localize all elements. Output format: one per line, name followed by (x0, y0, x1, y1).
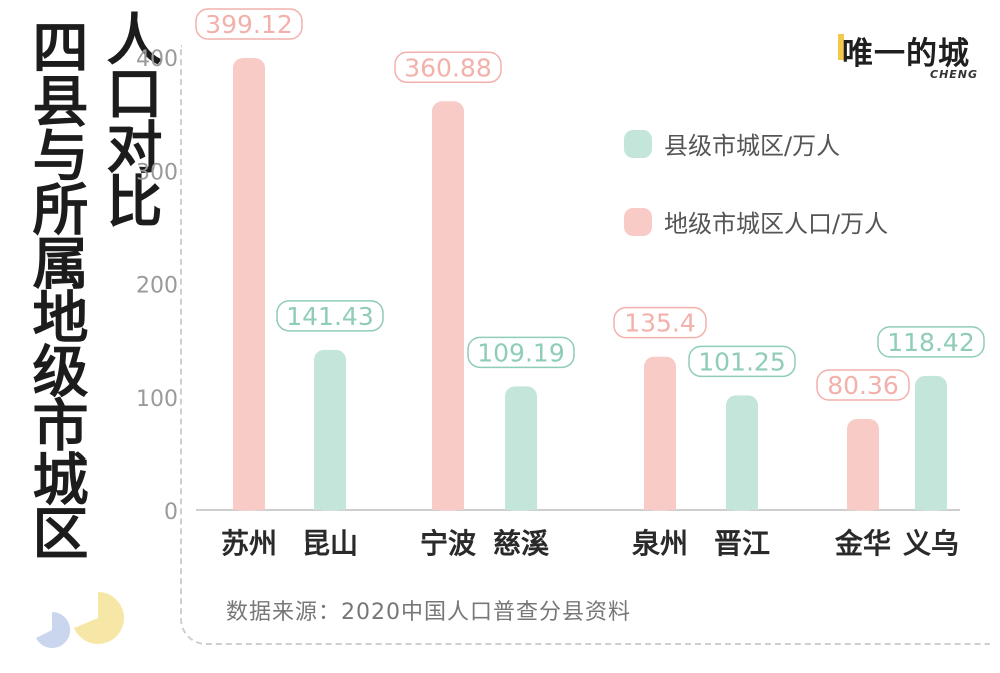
value-label-box-宁波 (394, 51, 502, 84)
bar-base-金华 (847, 498, 879, 510)
value-label-泉州: 135.4 (624, 309, 696, 338)
value-label-宁波: 360.88 (404, 53, 491, 82)
bar-义乌 (915, 375, 947, 511)
bar-base-昆山 (314, 498, 346, 510)
y-tick-label: 200 (136, 274, 178, 299)
yellow-circle-decoration (74, 592, 124, 644)
bar-晋江 (726, 395, 758, 511)
y-tick-label: 100 (136, 387, 178, 412)
bar-昆山 (314, 349, 346, 511)
legend-swatch-pink (624, 207, 652, 236)
value-label-box-昆山 (276, 300, 384, 332)
bar-慈溪 (505, 386, 537, 511)
blue-circle-decoration (36, 611, 71, 648)
value-label-义乌: 118.42 (887, 328, 974, 357)
category-label-宁波: 宁波 (420, 527, 477, 560)
category-label-昆山: 昆山 (302, 527, 358, 560)
value-label-box-慈溪 (467, 336, 575, 369)
bar-base-慈溪 (505, 498, 537, 510)
legend-item-county: 县级市城区/万人 (624, 126, 840, 161)
chart-frame (180, 45, 990, 645)
category-label-泉州: 泉州 (632, 527, 688, 560)
value-label-苏州: 399.12 (205, 10, 292, 39)
legend-label-county: 县级市城区/万人 (664, 132, 841, 160)
value-label-box-金华 (816, 369, 910, 401)
bar-base-义乌 (915, 498, 947, 510)
bar-base-泉州 (644, 498, 676, 510)
y-tick-label: 300 (136, 160, 178, 185)
legend-swatch-green (624, 129, 652, 158)
category-label-晋江: 晋江 (714, 527, 770, 560)
legend-item-prefecture: 地级市城区人口/万人 (624, 204, 888, 239)
value-label-昆山: 141.43 (286, 302, 373, 331)
bar-金华 (847, 418, 879, 511)
category-label-金华: 金华 (834, 527, 891, 560)
value-label-box-泉州 (613, 306, 707, 339)
bar-泉州 (644, 356, 676, 511)
y-tick-label: 0 (164, 500, 178, 525)
brand-accent-bar (838, 34, 844, 60)
bar-苏州 (233, 57, 265, 511)
value-label-金华: 80.36 (827, 371, 899, 400)
chart-title: 四县与所属地级市城区 (23, 18, 88, 558)
brand-logo: 唯一的城 (842, 36, 970, 72)
chart-subtitle: 人口对比 (97, 10, 162, 226)
category-label-慈溪: 慈溪 (493, 527, 550, 560)
value-label-box-晋江 (688, 345, 796, 378)
value-label-慈溪: 109.19 (477, 338, 564, 367)
category-label-义乌: 义乌 (903, 527, 959, 560)
bar-宁波 (432, 101, 464, 511)
bar-base-宁波 (432, 498, 464, 510)
category-label-苏州: 苏州 (221, 527, 277, 560)
data-source-note: 数据来源：2020中国人口普查分县资料 (226, 600, 631, 625)
value-label-晋江: 101.25 (698, 347, 785, 376)
legend-label-prefecture: 地级市城区人口/万人 (664, 210, 889, 238)
brand-subtitle: CHENG (930, 68, 979, 81)
value-label-box-苏州 (195, 8, 303, 40)
value-label-box-义乌 (877, 326, 985, 358)
bar-base-苏州 (233, 498, 265, 510)
decorative-circles (36, 592, 124, 648)
bar-base-晋江 (726, 498, 758, 510)
y-tick-label: 400 (136, 47, 178, 72)
